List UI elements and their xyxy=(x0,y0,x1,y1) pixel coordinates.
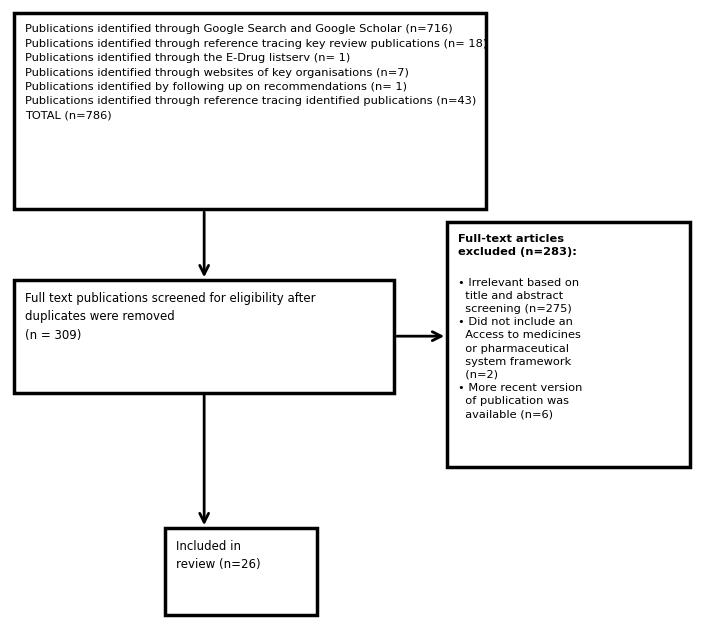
Text: Publications identified through Google Search and Google Scholar (n=716)
Publica: Publications identified through Google S… xyxy=(25,24,487,121)
Text: Full-text articles
excluded (n=283):: Full-text articles excluded (n=283): xyxy=(458,234,577,257)
Text: Included in
review (n=26): Included in review (n=26) xyxy=(176,540,260,571)
Bar xyxy=(447,222,690,467)
Bar xyxy=(14,280,394,393)
Bar xyxy=(14,13,486,209)
Text: • Irrelevant based on
  title and abstract
  screening (n=275)
• Did not include: • Irrelevant based on title and abstract… xyxy=(458,278,582,419)
Text: Full text publications screened for eligibility after
duplicates were removed
(n: Full text publications screened for elig… xyxy=(25,292,315,342)
Bar xyxy=(165,528,317,615)
